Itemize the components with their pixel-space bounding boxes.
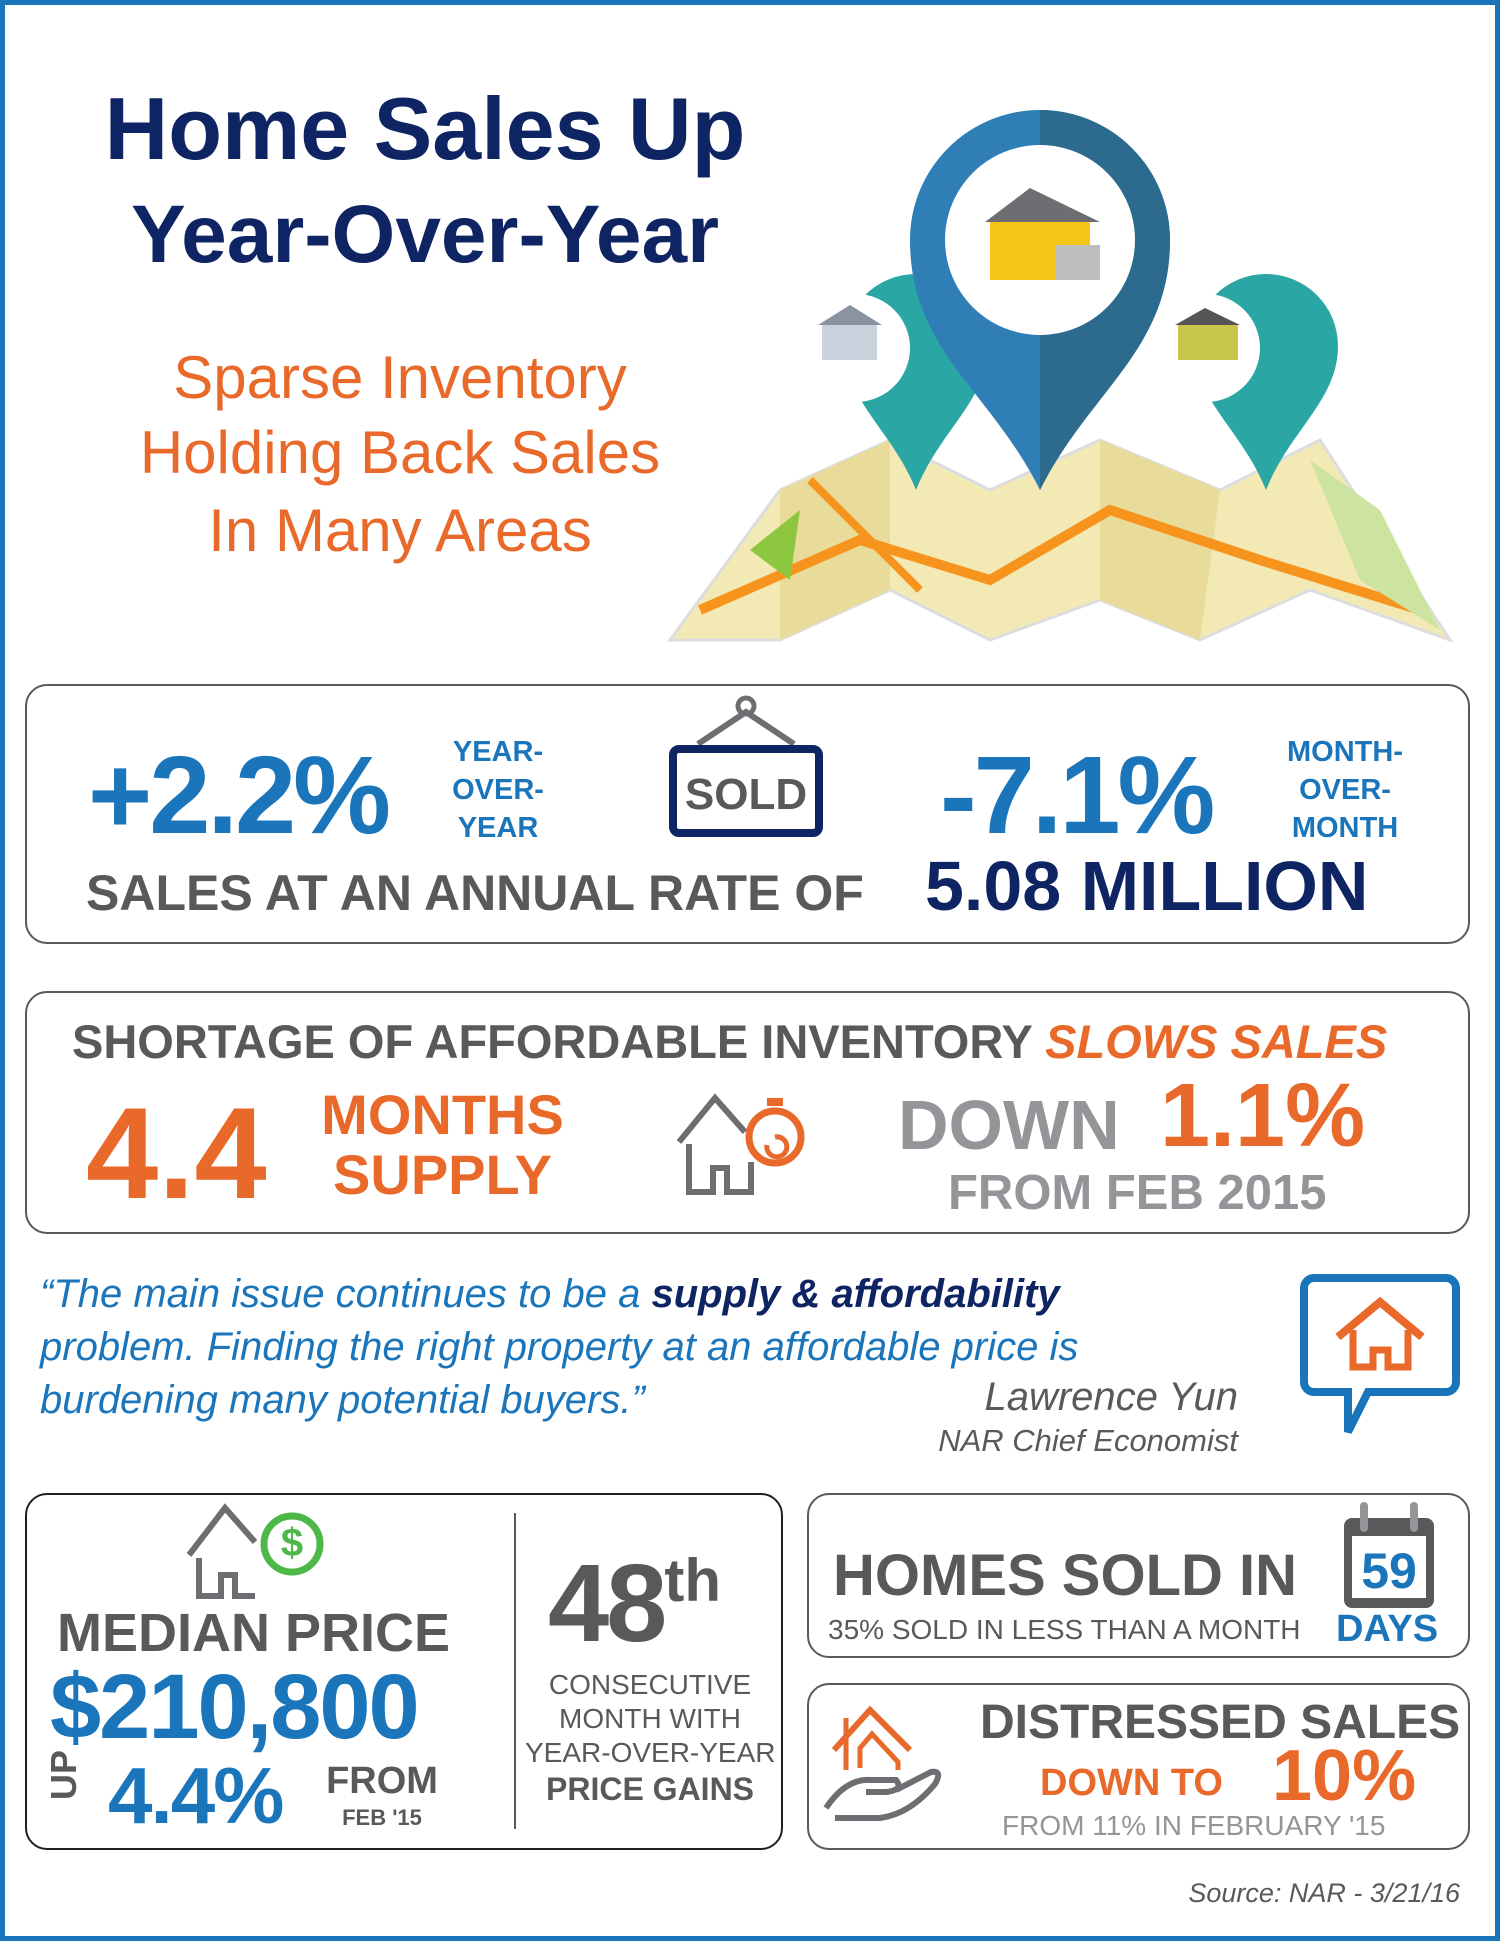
down-value: 1.1% [1160, 1066, 1366, 1166]
inventory-panel [25, 991, 1470, 1234]
quote-line-1: “The main issue continues to be a supply… [40, 1268, 1078, 1321]
map-with-pins-illustration [667, 110, 1454, 643]
median-change-value: 4.4% [108, 1751, 284, 1840]
subtitle-line-3: In Many Areas [208, 497, 592, 564]
yoy-label: YEAR- OVER- YEAR [448, 733, 548, 847]
homes-sold-panel [807, 1493, 1470, 1658]
consecutive-number: 48th [548, 1540, 721, 1667]
inventory-heading-text: SHORTAGE OF AFFORDABLE INVENTORY [72, 1015, 1033, 1068]
speech-bubble-house-icon [1300, 1274, 1460, 1434]
consecutive-description: CONSECUTIVE MONTH WITH YEAR-OVER-YEAR PR… [525, 1668, 776, 1807]
divider [514, 1513, 516, 1829]
months-label-line: SUPPLY [333, 1143, 552, 1206]
days-label: DAYS [1336, 1608, 1439, 1650]
distressed-from-label: FROM 11% IN FEBRUARY '15 [1002, 1810, 1386, 1841]
median-price-value: $210,800 [50, 1656, 420, 1758]
down-label: DOWN [898, 1086, 1120, 1164]
months-label-line: MONTHS [321, 1083, 564, 1146]
distressed-sales-panel [807, 1683, 1470, 1850]
title-line-2: Year-Over-Year [130, 189, 720, 280]
months-supply-value: 4.4 [86, 1080, 267, 1226]
sold-sign-icon [669, 695, 823, 837]
distressed-value: 10% [1272, 1736, 1417, 1816]
subtitle-line-2: Holding Back Sales [139, 419, 661, 486]
source-note: Source: NAR - 3/21/16 [1188, 1878, 1460, 1908]
consecutive-line: CONSECUTIVE [548, 1669, 752, 1700]
quote-text: “The main issue continues to be a supply… [40, 1268, 1078, 1427]
quote-emphasis: supply & affordability [651, 1272, 1060, 1316]
yoy-change-value: +2.2% [88, 734, 391, 857]
yoy-label-line: YEAR- [452, 736, 544, 768]
median-from-date: FEB '15 [342, 1805, 422, 1830]
homes-sold-label: HOMES SOLD IN [833, 1543, 1298, 1608]
inventory-heading: SHORTAGE OF AFFORDABLE INVENTORY SLOWS S… [72, 1014, 1387, 1069]
consecutive-line: YEAR-OVER-YEAR [525, 1737, 776, 1768]
yoy-label-line: OVER- [452, 774, 544, 806]
quote-line-1-text: “The main issue continues to be a [40, 1272, 652, 1316]
consecutive-line: PRICE GAINS [545, 1771, 755, 1807]
title-line-1: Home Sales Up [104, 79, 746, 178]
quote-author-title: NAR Chief Economist [938, 1423, 1238, 1458]
sales-rate-panel [25, 684, 1470, 944]
dollar-sign: $ [280, 1521, 304, 1565]
ordinal-suffix: th [664, 1547, 721, 1614]
calendar-icon [1344, 1502, 1434, 1608]
days-value: 59 [1361, 1543, 1417, 1599]
consecutive-line: MONTH WITH [559, 1703, 741, 1734]
quote-line-2: problem. Finding the right property at a… [40, 1325, 1079, 1369]
median-price-label: MEDIAN PRICE [57, 1603, 451, 1663]
sold-sign-text: SOLD [684, 770, 808, 819]
mom-change-value: -7.1% [940, 734, 1215, 857]
months-supply-label: MONTHS SUPPLY [310, 1085, 575, 1205]
distressed-sales-label: DISTRESSED SALES [980, 1696, 1461, 1749]
yoy-label-line: YEAR [457, 812, 539, 844]
mom-label-line: MONTH [1291, 812, 1399, 844]
house-timer-icon [676, 1093, 805, 1195]
consecutive-number-value: 48 [548, 1542, 667, 1665]
mom-label-line: MONTH- [1287, 736, 1403, 768]
annual-rate-value: 5.08 MILLION [925, 847, 1369, 925]
house-dollar-icon [186, 1503, 324, 1599]
inventory-heading-emphasis: SLOWS SALES [1045, 1015, 1388, 1068]
mom-label-line: OVER- [1299, 774, 1391, 806]
subtitle-line-1: Sparse Inventory [173, 344, 627, 411]
quote-author: Lawrence Yun [984, 1375, 1238, 1419]
annual-rate-label: SALES AT AN ANNUAL RATE OF [86, 865, 864, 921]
from-feb-2015-label: FROM FEB 2015 [948, 1166, 1327, 1220]
quote-line-3: burdening many potential buyers.” [40, 1378, 645, 1422]
up-label: UP [43, 1749, 84, 1800]
mom-label: MONTH- OVER- MONTH [1265, 733, 1425, 847]
hand-house-icon [823, 1705, 942, 1821]
median-from-label: FROM [326, 1760, 438, 1802]
median-price-panel [25, 1493, 783, 1850]
down-to-label: DOWN TO [1040, 1762, 1223, 1804]
homes-sold-sub-label: 35% SOLD IN LESS THAN A MONTH [828, 1614, 1301, 1645]
